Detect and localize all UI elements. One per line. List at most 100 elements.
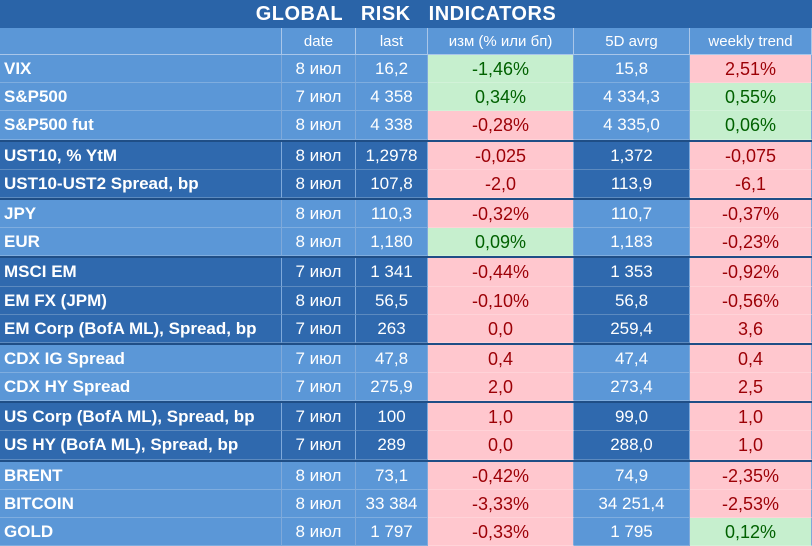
- cell-weekly-trend[interactable]: 0,12%: [690, 518, 812, 546]
- cell-weekly-trend[interactable]: -0,37%: [690, 199, 812, 229]
- cell-change[interactable]: -0,42%: [428, 461, 574, 490]
- cell-change[interactable]: -1,46%: [428, 55, 574, 84]
- cell-5d-avg[interactable]: 99,0: [574, 403, 690, 432]
- column-header-change[interactable]: изм (% или бп): [428, 28, 574, 55]
- cell-indicator-name[interactable]: S&P500 fut: [0, 111, 282, 140]
- cell-indicator-name[interactable]: VIX: [0, 55, 282, 84]
- cell-last[interactable]: 289: [356, 431, 428, 460]
- cell-5d-avg[interactable]: 259,4: [574, 314, 690, 343]
- cell-date[interactable]: 7 июл: [282, 403, 356, 432]
- cell-change[interactable]: 0,0: [428, 314, 574, 343]
- cell-5d-avg[interactable]: 1,183: [574, 228, 690, 257]
- column-header-name[interactable]: [0, 28, 282, 55]
- cell-date[interactable]: 8 июл: [282, 228, 356, 257]
- cell-weekly-trend[interactable]: -6,1: [690, 169, 812, 198]
- cell-weekly-trend[interactable]: -0,56%: [690, 286, 812, 315]
- cell-date[interactable]: 7 июл: [282, 83, 356, 112]
- cell-indicator-name[interactable]: UST10-UST2 Spread, bp: [0, 169, 282, 198]
- cell-indicator-name[interactable]: EM FX (JPM): [0, 286, 282, 315]
- cell-date[interactable]: 7 июл: [282, 431, 356, 460]
- cell-5d-avg[interactable]: 34 251,4: [574, 489, 690, 518]
- cell-5d-avg[interactable]: 1 353: [574, 258, 690, 287]
- cell-last[interactable]: 107,8: [356, 169, 428, 198]
- cell-5d-avg[interactable]: 4 335,0: [574, 111, 690, 140]
- cell-last[interactable]: 4 358: [356, 83, 428, 112]
- cell-date[interactable]: 7 июл: [282, 258, 356, 287]
- cell-date[interactable]: 7 июл: [282, 373, 356, 402]
- cell-date[interactable]: 8 июл: [282, 141, 356, 170]
- cell-change[interactable]: 0,0: [428, 431, 574, 460]
- cell-change[interactable]: 0,4: [428, 344, 574, 374]
- cell-date[interactable]: 8 июл: [282, 461, 356, 490]
- cell-change[interactable]: -3,33%: [428, 489, 574, 518]
- cell-weekly-trend[interactable]: 1,0: [690, 431, 812, 460]
- cell-indicator-name[interactable]: GOLD: [0, 518, 282, 546]
- cell-indicator-name[interactable]: UST10, % YtM: [0, 141, 282, 170]
- cell-weekly-trend[interactable]: -2,53%: [690, 489, 812, 518]
- cell-change[interactable]: -0,28%: [428, 111, 574, 140]
- cell-weekly-trend[interactable]: -0,92%: [690, 258, 812, 287]
- cell-date[interactable]: 8 июл: [282, 199, 356, 229]
- cell-last[interactable]: 1,2978: [356, 141, 428, 170]
- cell-indicator-name[interactable]: EUR: [0, 228, 282, 257]
- cell-weekly-trend[interactable]: 0,4: [690, 344, 812, 374]
- cell-indicator-name[interactable]: EM Corp (BofA ML), Spread, bp: [0, 314, 282, 343]
- cell-change[interactable]: -0,33%: [428, 518, 574, 546]
- cell-change[interactable]: 0,09%: [428, 228, 574, 257]
- cell-5d-avg[interactable]: 288,0: [574, 431, 690, 460]
- cell-indicator-name[interactable]: CDX IG Spread: [0, 344, 282, 374]
- cell-weekly-trend[interactable]: 1,0: [690, 403, 812, 432]
- cell-last[interactable]: 73,1: [356, 461, 428, 490]
- cell-5d-avg[interactable]: 1 795: [574, 518, 690, 546]
- cell-change[interactable]: -0,025: [428, 141, 574, 170]
- cell-weekly-trend[interactable]: -0,23%: [690, 228, 812, 257]
- cell-last[interactable]: 4 338: [356, 111, 428, 140]
- cell-last[interactable]: 100: [356, 403, 428, 432]
- cell-5d-avg[interactable]: 273,4: [574, 373, 690, 402]
- cell-5d-avg[interactable]: 4 334,3: [574, 83, 690, 112]
- cell-date[interactable]: 8 июл: [282, 518, 356, 546]
- cell-weekly-trend[interactable]: -2,35%: [690, 461, 812, 490]
- cell-5d-avg[interactable]: 110,7: [574, 199, 690, 229]
- cell-indicator-name[interactable]: S&P500: [0, 83, 282, 112]
- cell-date[interactable]: 7 июл: [282, 314, 356, 343]
- cell-change[interactable]: -2,0: [428, 169, 574, 198]
- cell-date[interactable]: 8 июл: [282, 169, 356, 198]
- cell-weekly-trend[interactable]: 0,55%: [690, 83, 812, 112]
- cell-weekly-trend[interactable]: -0,075: [690, 141, 812, 170]
- cell-5d-avg[interactable]: 74,9: [574, 461, 690, 490]
- cell-indicator-name[interactable]: JPY: [0, 199, 282, 229]
- cell-weekly-trend[interactable]: 2,5: [690, 373, 812, 402]
- cell-date[interactable]: 7 июл: [282, 344, 356, 374]
- cell-date[interactable]: 8 июл: [282, 489, 356, 518]
- cell-weekly-trend[interactable]: 0,06%: [690, 111, 812, 140]
- cell-date[interactable]: 8 июл: [282, 111, 356, 140]
- cell-5d-avg[interactable]: 15,8: [574, 55, 690, 84]
- cell-last[interactable]: 263: [356, 314, 428, 343]
- column-header-weekly-trend[interactable]: weekly trend: [690, 28, 812, 55]
- cell-last[interactable]: 56,5: [356, 286, 428, 315]
- cell-change[interactable]: -0,32%: [428, 199, 574, 229]
- cell-change[interactable]: 0,34%: [428, 83, 574, 112]
- cell-last[interactable]: 110,3: [356, 199, 428, 229]
- cell-last[interactable]: 275,9: [356, 373, 428, 402]
- cell-last[interactable]: 1 341: [356, 258, 428, 287]
- cell-indicator-name[interactable]: US HY (BofA ML), Spread, bp: [0, 431, 282, 460]
- cell-last[interactable]: 1,180: [356, 228, 428, 257]
- cell-indicator-name[interactable]: BITCOIN: [0, 489, 282, 518]
- column-header-last[interactable]: last: [356, 28, 428, 55]
- cell-5d-avg[interactable]: 113,9: [574, 169, 690, 198]
- cell-change[interactable]: -0,44%: [428, 258, 574, 287]
- cell-last[interactable]: 16,2: [356, 55, 428, 84]
- cell-last[interactable]: 33 384: [356, 489, 428, 518]
- cell-5d-avg[interactable]: 1,372: [574, 141, 690, 170]
- cell-change[interactable]: 2,0: [428, 373, 574, 402]
- cell-weekly-trend[interactable]: 3,6: [690, 314, 812, 343]
- cell-indicator-name[interactable]: CDX HY Spread: [0, 373, 282, 402]
- cell-5d-avg[interactable]: 56,8: [574, 286, 690, 315]
- cell-date[interactable]: 8 июл: [282, 286, 356, 315]
- cell-last[interactable]: 1 797: [356, 518, 428, 546]
- cell-indicator-name[interactable]: BRENT: [0, 461, 282, 490]
- cell-indicator-name[interactable]: MSCI EM: [0, 258, 282, 287]
- cell-date[interactable]: 8 июл: [282, 55, 356, 84]
